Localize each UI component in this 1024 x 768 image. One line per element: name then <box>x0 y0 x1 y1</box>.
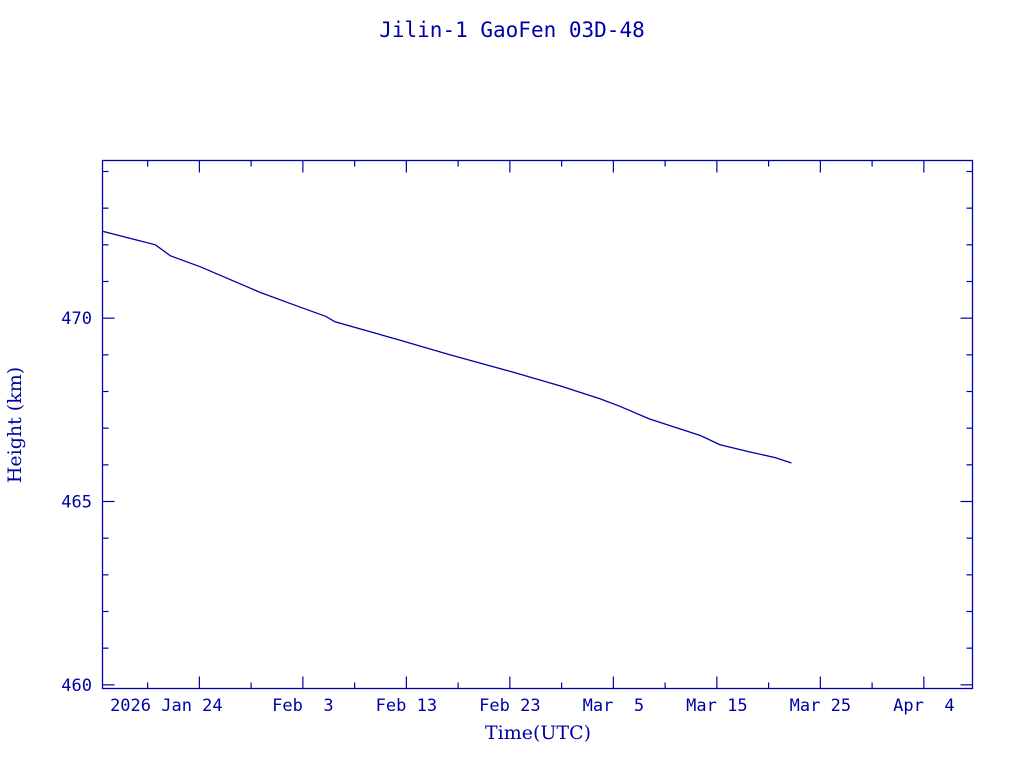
x-tick-label: Feb 3 <box>272 696 333 716</box>
chart-title: Jilin-1 GaoFen 03D-48 <box>379 18 645 42</box>
x-tick-label: Mar 15 <box>686 696 747 716</box>
y-tick-label: 460 <box>61 676 92 696</box>
x-axis-label: Time(UTC) <box>485 722 591 744</box>
plot-frame <box>101 159 974 690</box>
y-axis-label: Height (km) <box>4 367 26 483</box>
x-tick-label: Mar 25 <box>790 696 851 716</box>
y-tick-label: 470 <box>61 309 92 329</box>
x-tick-label: Mar 5 <box>583 696 644 716</box>
x-tick-label: Apr 4 <box>893 696 954 716</box>
x-tick-label: Feb 23 <box>479 696 540 716</box>
x-tick-label: Feb 13 <box>376 696 437 716</box>
series-line-height <box>102 230 792 464</box>
y-tick-label: 465 <box>61 493 92 513</box>
x-tick-label: 2026 Jan 24 <box>110 696 223 716</box>
